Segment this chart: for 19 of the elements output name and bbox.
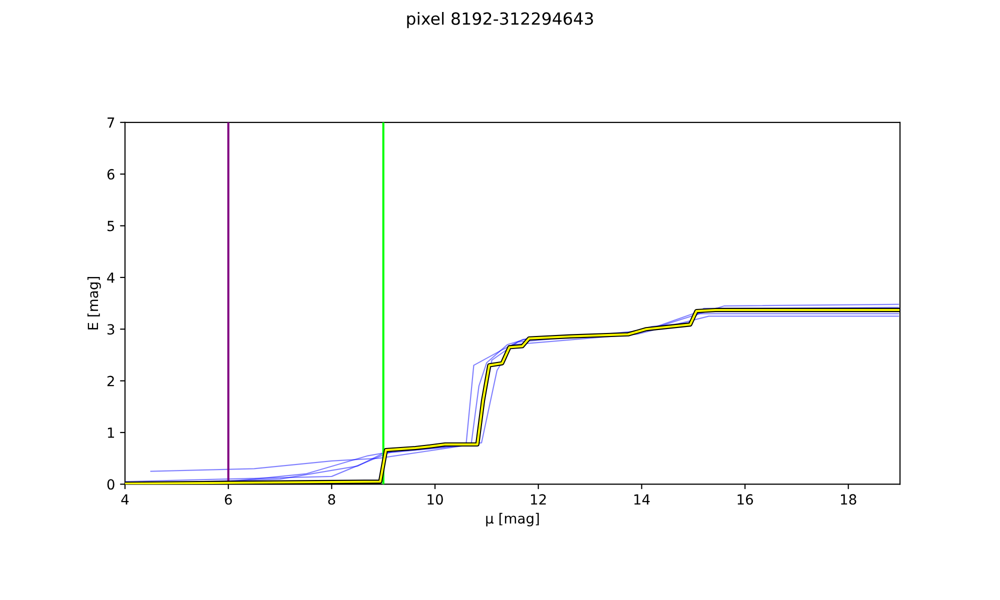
x-tick-label: 8 [328, 494, 336, 505]
y-tick-label: 5 [108, 220, 114, 232]
chart-title: pixel 8192-312294643 [407, 12, 593, 28]
y-tick-label: 3 [108, 324, 114, 335]
y-tick-label: 6 [107, 169, 114, 180]
x-tick-label: 12 [531, 494, 546, 504]
y-tick-label: 0 [107, 479, 114, 490]
y-tick-label: 4 [107, 272, 114, 283]
y-tick-label: 2 [107, 376, 114, 386]
x-axis-title: μ [mag] [486, 512, 539, 526]
x-tick-label: 10 [428, 494, 443, 505]
x-tick-label: 18 [841, 494, 856, 505]
x-tick-label: 16 [738, 494, 753, 505]
x-tick-label: 14 [634, 494, 650, 504]
y-axis-title: E [mag] [87, 277, 101, 330]
x-tick-label: 4 [121, 494, 129, 504]
x-tick-label: 6 [224, 494, 232, 505]
y-tick-label: 7 [108, 118, 114, 128]
y-tick-label: 1 [108, 428, 114, 438]
